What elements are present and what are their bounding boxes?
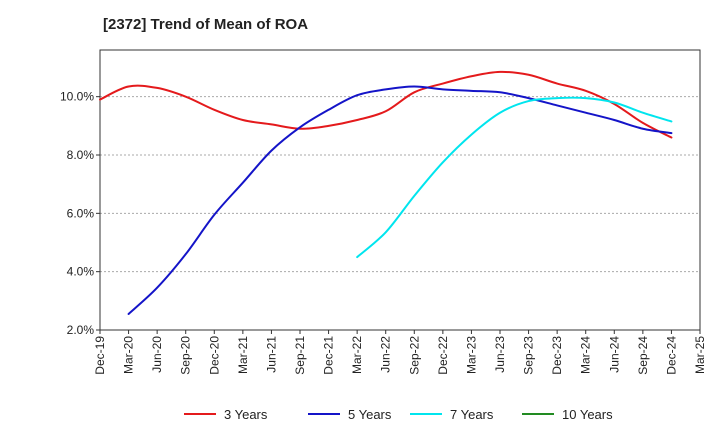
x-tick-label: Dec-20 bbox=[207, 336, 221, 375]
legend-item-3-years: 3 Years bbox=[184, 407, 268, 422]
y-axis: 2.0% 4.0% 6.0% 8.0% 10.0% bbox=[60, 90, 100, 337]
plot-area bbox=[99, 49, 701, 331]
x-tick-label: Dec-19 bbox=[93, 336, 107, 375]
x-tick-label: Jun-21 bbox=[264, 336, 278, 373]
x-axis: Dec-19 Mar-20 Jun-20 Sep-20 Dec-20 Mar-21 Jun-… bbox=[93, 330, 707, 375]
x-tick-label: Jun-23 bbox=[493, 336, 507, 373]
x-tick-label: Sep-21 bbox=[293, 336, 307, 375]
series-line-7-years bbox=[356, 96, 673, 259]
legend-label: 3 Years bbox=[224, 407, 268, 422]
legend-item-10-years: 10 Years bbox=[522, 407, 613, 422]
x-tick-label: Jun-20 bbox=[150, 336, 164, 373]
y-tick-label: 2.0% bbox=[67, 323, 95, 337]
x-tick-label: Mar-22 bbox=[350, 336, 364, 374]
legend-item-5-years: 5 Years bbox=[308, 407, 392, 422]
x-tick-label: Sep-24 bbox=[636, 336, 650, 375]
y-tick-label: 8.0% bbox=[67, 148, 95, 162]
x-tick-label: Sep-22 bbox=[407, 336, 421, 375]
legend-label: 10 Years bbox=[562, 407, 613, 422]
x-tick-label: Jun-24 bbox=[607, 336, 621, 373]
x-tick-label: Mar-23 bbox=[464, 336, 478, 374]
x-tick-label: Sep-23 bbox=[522, 336, 536, 375]
x-tick-label: Jun-22 bbox=[379, 336, 393, 373]
y-tick-label: 10.0% bbox=[60, 90, 94, 104]
y-tick-label: 6.0% bbox=[67, 206, 95, 220]
y-tick-label: 4.0% bbox=[67, 265, 95, 279]
x-tick-label: Dec-23 bbox=[550, 336, 564, 375]
x-tick-label: Mar-25 bbox=[693, 336, 707, 374]
x-tick-label: Dec-21 bbox=[322, 336, 336, 375]
legend-label: 5 Years bbox=[348, 407, 392, 422]
series-line-3-years bbox=[99, 70, 673, 139]
x-tick-label: Mar-21 bbox=[236, 336, 250, 374]
series-line-5-years bbox=[127, 85, 673, 315]
x-tick-label: Dec-22 bbox=[436, 336, 450, 375]
x-tick-label: Dec-24 bbox=[664, 336, 678, 375]
chart-title: [2372] Trend of Mean of ROA bbox=[103, 16, 308, 33]
x-tick-label: Sep-20 bbox=[179, 336, 193, 375]
legend-label: 7 Years bbox=[450, 407, 494, 422]
legend-item-7-years: 7 Years bbox=[410, 407, 494, 422]
x-tick-label: Mar-20 bbox=[122, 336, 136, 374]
series-lines bbox=[99, 70, 673, 315]
legend: 3 Years 5 Years 7 Years 10 Years bbox=[184, 407, 613, 422]
x-tick-label: Mar-24 bbox=[579, 336, 593, 374]
